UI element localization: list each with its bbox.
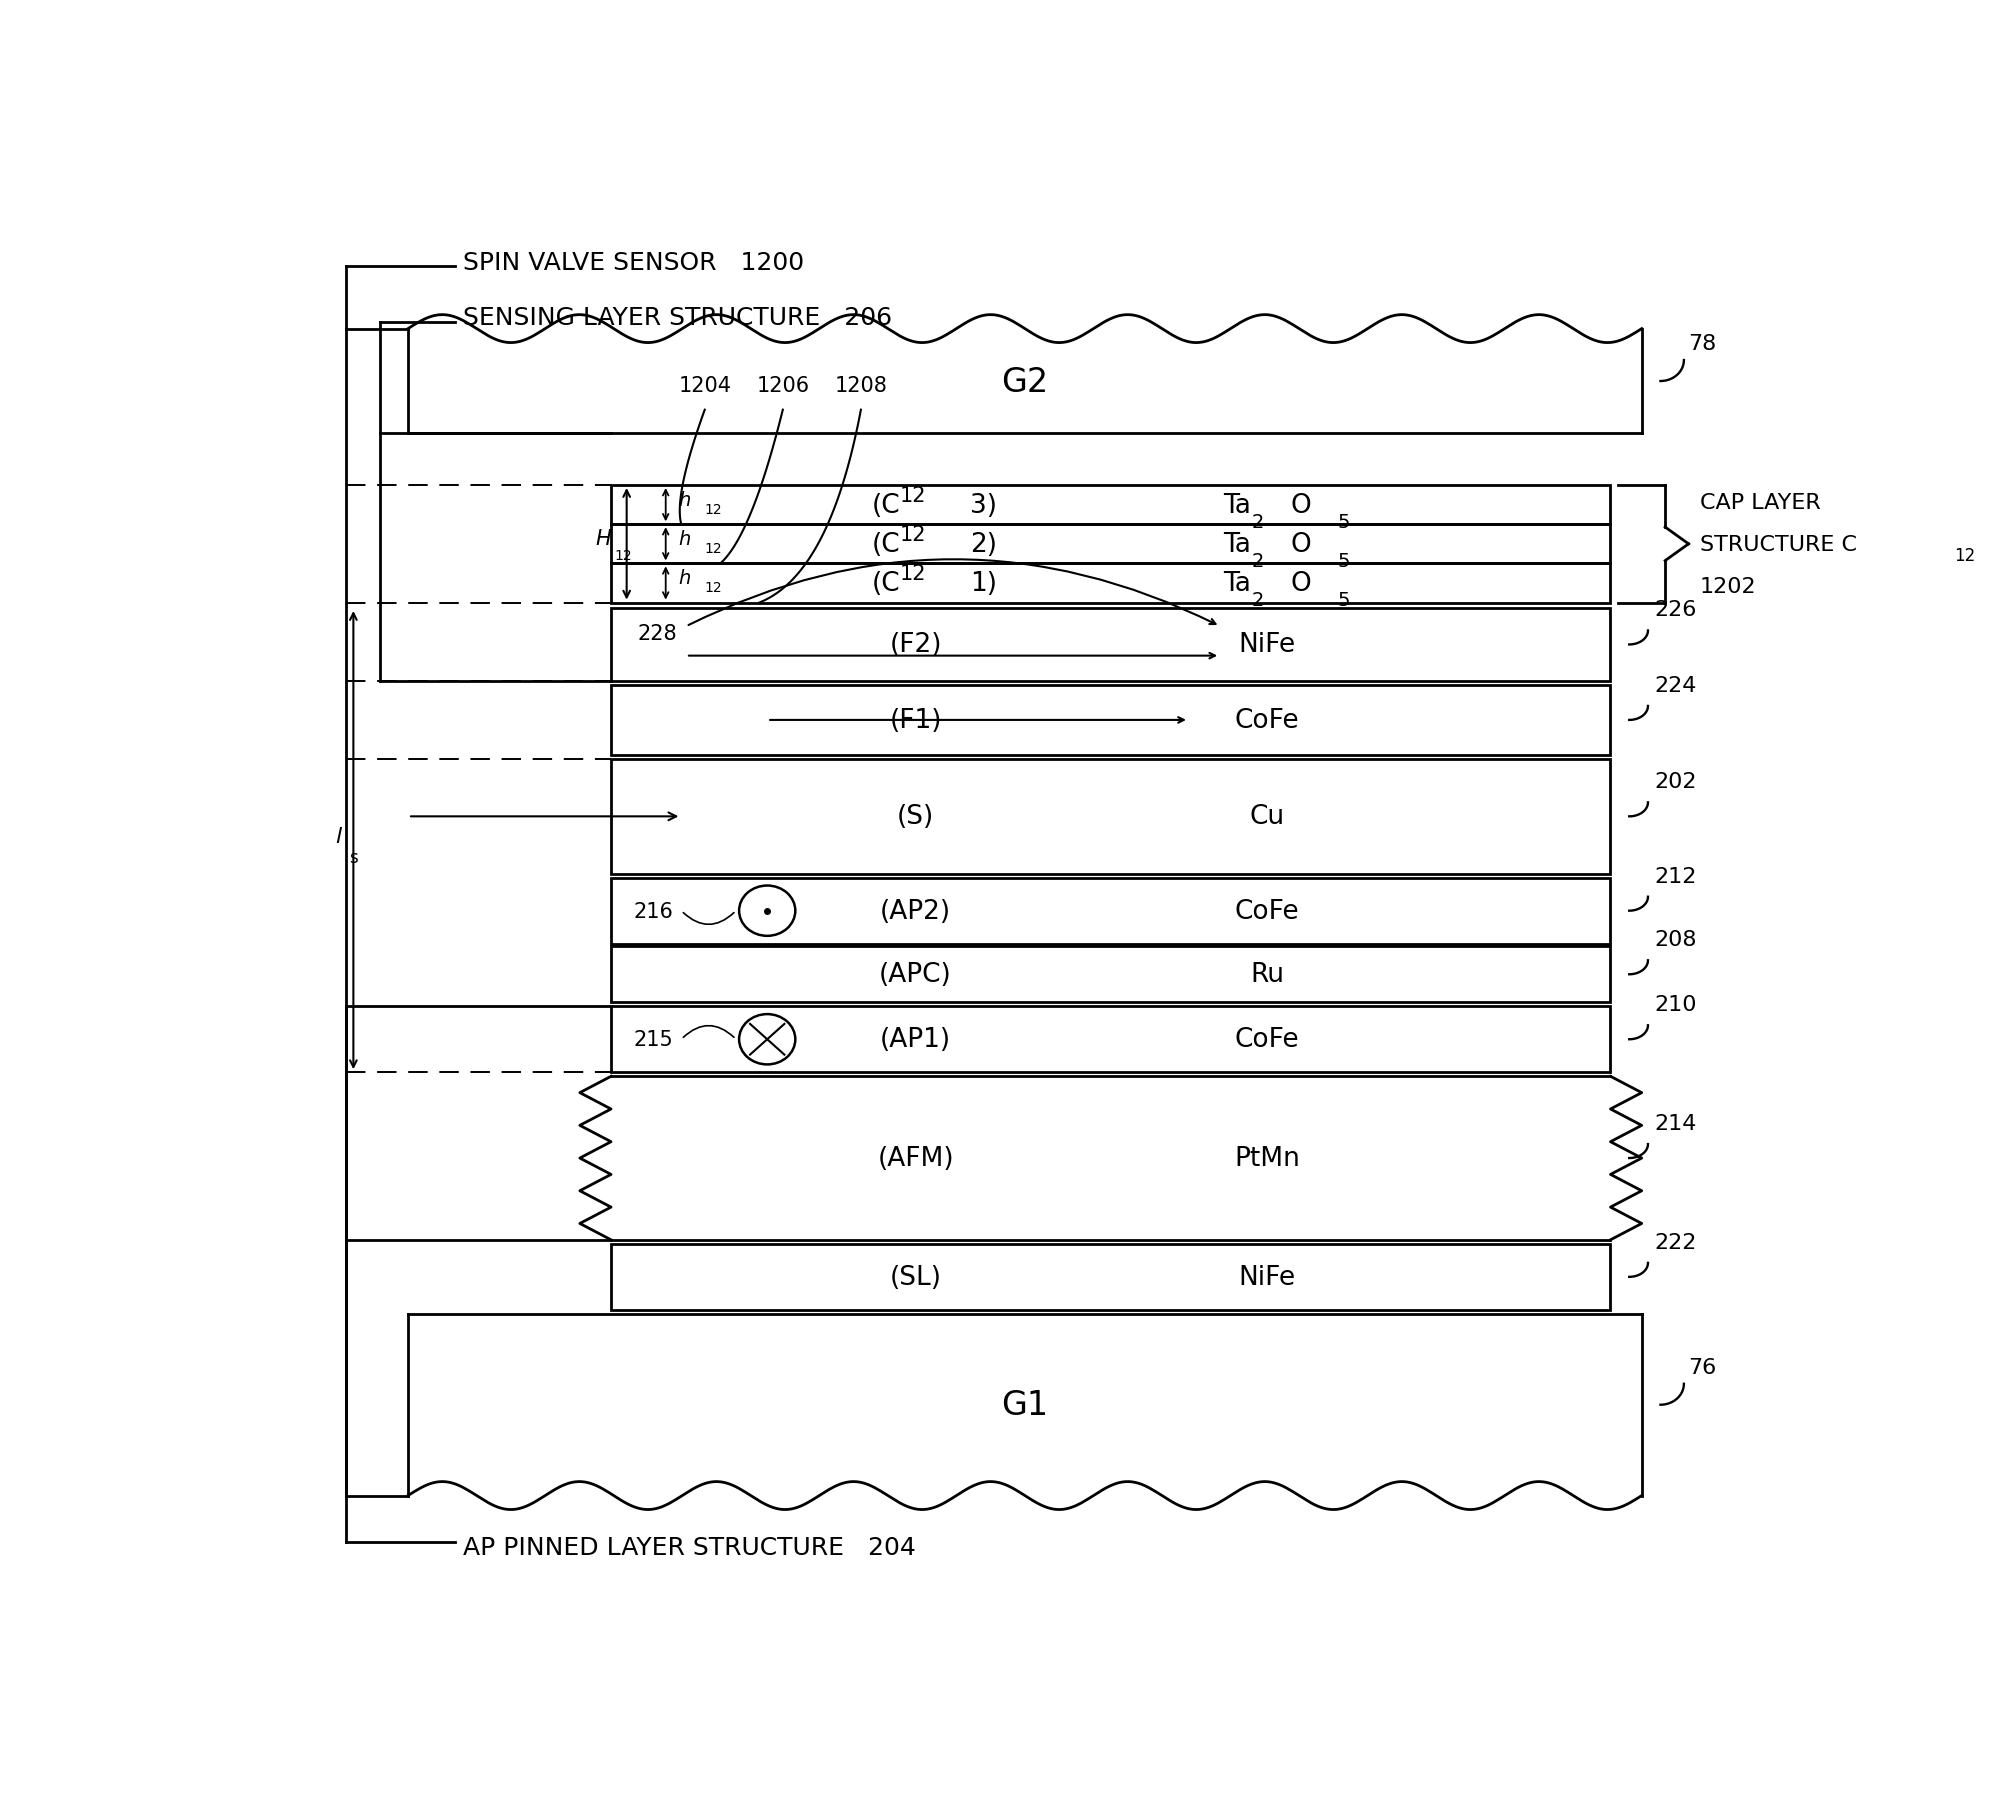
Bar (610, 686, 1609, 755)
Text: h: h (679, 568, 691, 588)
Text: 1): 1) (971, 571, 997, 597)
Text: 212: 212 (1653, 865, 1696, 885)
Bar (610, 878, 1609, 943)
Text: 1204: 1204 (679, 375, 731, 395)
Text: G1: G1 (1001, 1388, 1047, 1422)
Text: (F1): (F1) (888, 707, 941, 733)
Text: 210: 210 (1653, 994, 1696, 1014)
Text: 2: 2 (1251, 551, 1263, 570)
Text: G2: G2 (1001, 365, 1047, 399)
Text: (C: (C (870, 492, 900, 519)
Text: 1206: 1206 (755, 375, 810, 395)
Text: CoFe: CoFe (1235, 898, 1299, 923)
Text: 202: 202 (1653, 771, 1696, 791)
Text: O: O (1289, 492, 1311, 519)
Bar (610, 524, 1609, 564)
Text: 1208: 1208 (834, 375, 886, 395)
Text: O: O (1289, 532, 1311, 557)
Text: h: h (679, 530, 691, 548)
Text: AP PINNED LAYER STRUCTURE   204: AP PINNED LAYER STRUCTURE 204 (463, 1535, 914, 1560)
Text: (SL): (SL) (888, 1264, 941, 1290)
Text: Ta: Ta (1222, 571, 1251, 597)
Text: 3): 3) (971, 492, 997, 519)
Text: 226: 226 (1653, 600, 1696, 620)
Bar (610, 486, 1609, 524)
Text: 214: 214 (1653, 1114, 1696, 1134)
Bar (610, 947, 1609, 1003)
Text: (C: (C (870, 532, 900, 557)
Text: (AP1): (AP1) (880, 1027, 951, 1052)
Text: STRUCTURE C: STRUCTURE C (1698, 535, 1855, 555)
Text: 78: 78 (1688, 334, 1716, 354)
Text: Ru: Ru (1249, 961, 1283, 989)
Text: 228: 228 (636, 624, 677, 644)
Text: 12: 12 (705, 502, 721, 517)
Text: H: H (594, 530, 610, 550)
Text: SPIN VALVE SENSOR   1200: SPIN VALVE SENSOR 1200 (463, 250, 804, 274)
Bar (610, 1244, 1609, 1310)
Text: CoFe: CoFe (1235, 707, 1299, 733)
Text: 2: 2 (1251, 512, 1263, 532)
Text: SENSING LAYER STRUCTURE   206: SENSING LAYER STRUCTURE 206 (463, 307, 892, 330)
Text: (APC): (APC) (878, 961, 951, 989)
Text: 76: 76 (1688, 1357, 1716, 1377)
Bar (610, 564, 1609, 604)
Text: 2): 2) (971, 532, 997, 557)
Text: 216: 216 (632, 902, 673, 922)
Text: 5: 5 (1337, 591, 1349, 610)
Bar (610, 1007, 1609, 1072)
Text: 5: 5 (1337, 512, 1349, 532)
Text: (F2): (F2) (888, 631, 941, 658)
Bar (610, 610, 1609, 682)
Text: 208: 208 (1653, 929, 1696, 949)
Text: Cu: Cu (1249, 804, 1283, 829)
Text: 1202: 1202 (1698, 577, 1756, 597)
Text: 12: 12 (705, 542, 721, 555)
Text: s: s (348, 849, 356, 867)
Text: h: h (679, 490, 691, 510)
Text: 12: 12 (900, 524, 926, 544)
Bar (610, 760, 1609, 874)
Text: 12: 12 (614, 548, 632, 562)
Text: (AFM): (AFM) (876, 1145, 953, 1172)
Text: 12: 12 (705, 580, 721, 595)
Text: CAP LAYER: CAP LAYER (1698, 493, 1819, 513)
Text: O: O (1289, 571, 1311, 597)
Text: NiFe: NiFe (1239, 1264, 1295, 1290)
Text: Ta: Ta (1222, 492, 1251, 519)
Text: Ta: Ta (1222, 532, 1251, 557)
Text: (AP2): (AP2) (880, 898, 951, 923)
Text: 12: 12 (900, 486, 926, 506)
Text: (C: (C (870, 571, 900, 597)
Text: 222: 222 (1653, 1232, 1696, 1252)
Text: CoFe: CoFe (1235, 1027, 1299, 1052)
Text: l: l (334, 827, 340, 847)
Text: PtMn: PtMn (1233, 1145, 1299, 1172)
Text: 12: 12 (1954, 546, 1974, 564)
Text: 2: 2 (1251, 591, 1263, 610)
Text: NiFe: NiFe (1239, 631, 1295, 658)
Text: 5: 5 (1337, 551, 1349, 570)
Text: 224: 224 (1653, 675, 1696, 695)
Text: 215: 215 (634, 1030, 673, 1050)
Text: (S): (S) (896, 804, 934, 829)
Text: 12: 12 (900, 564, 926, 584)
